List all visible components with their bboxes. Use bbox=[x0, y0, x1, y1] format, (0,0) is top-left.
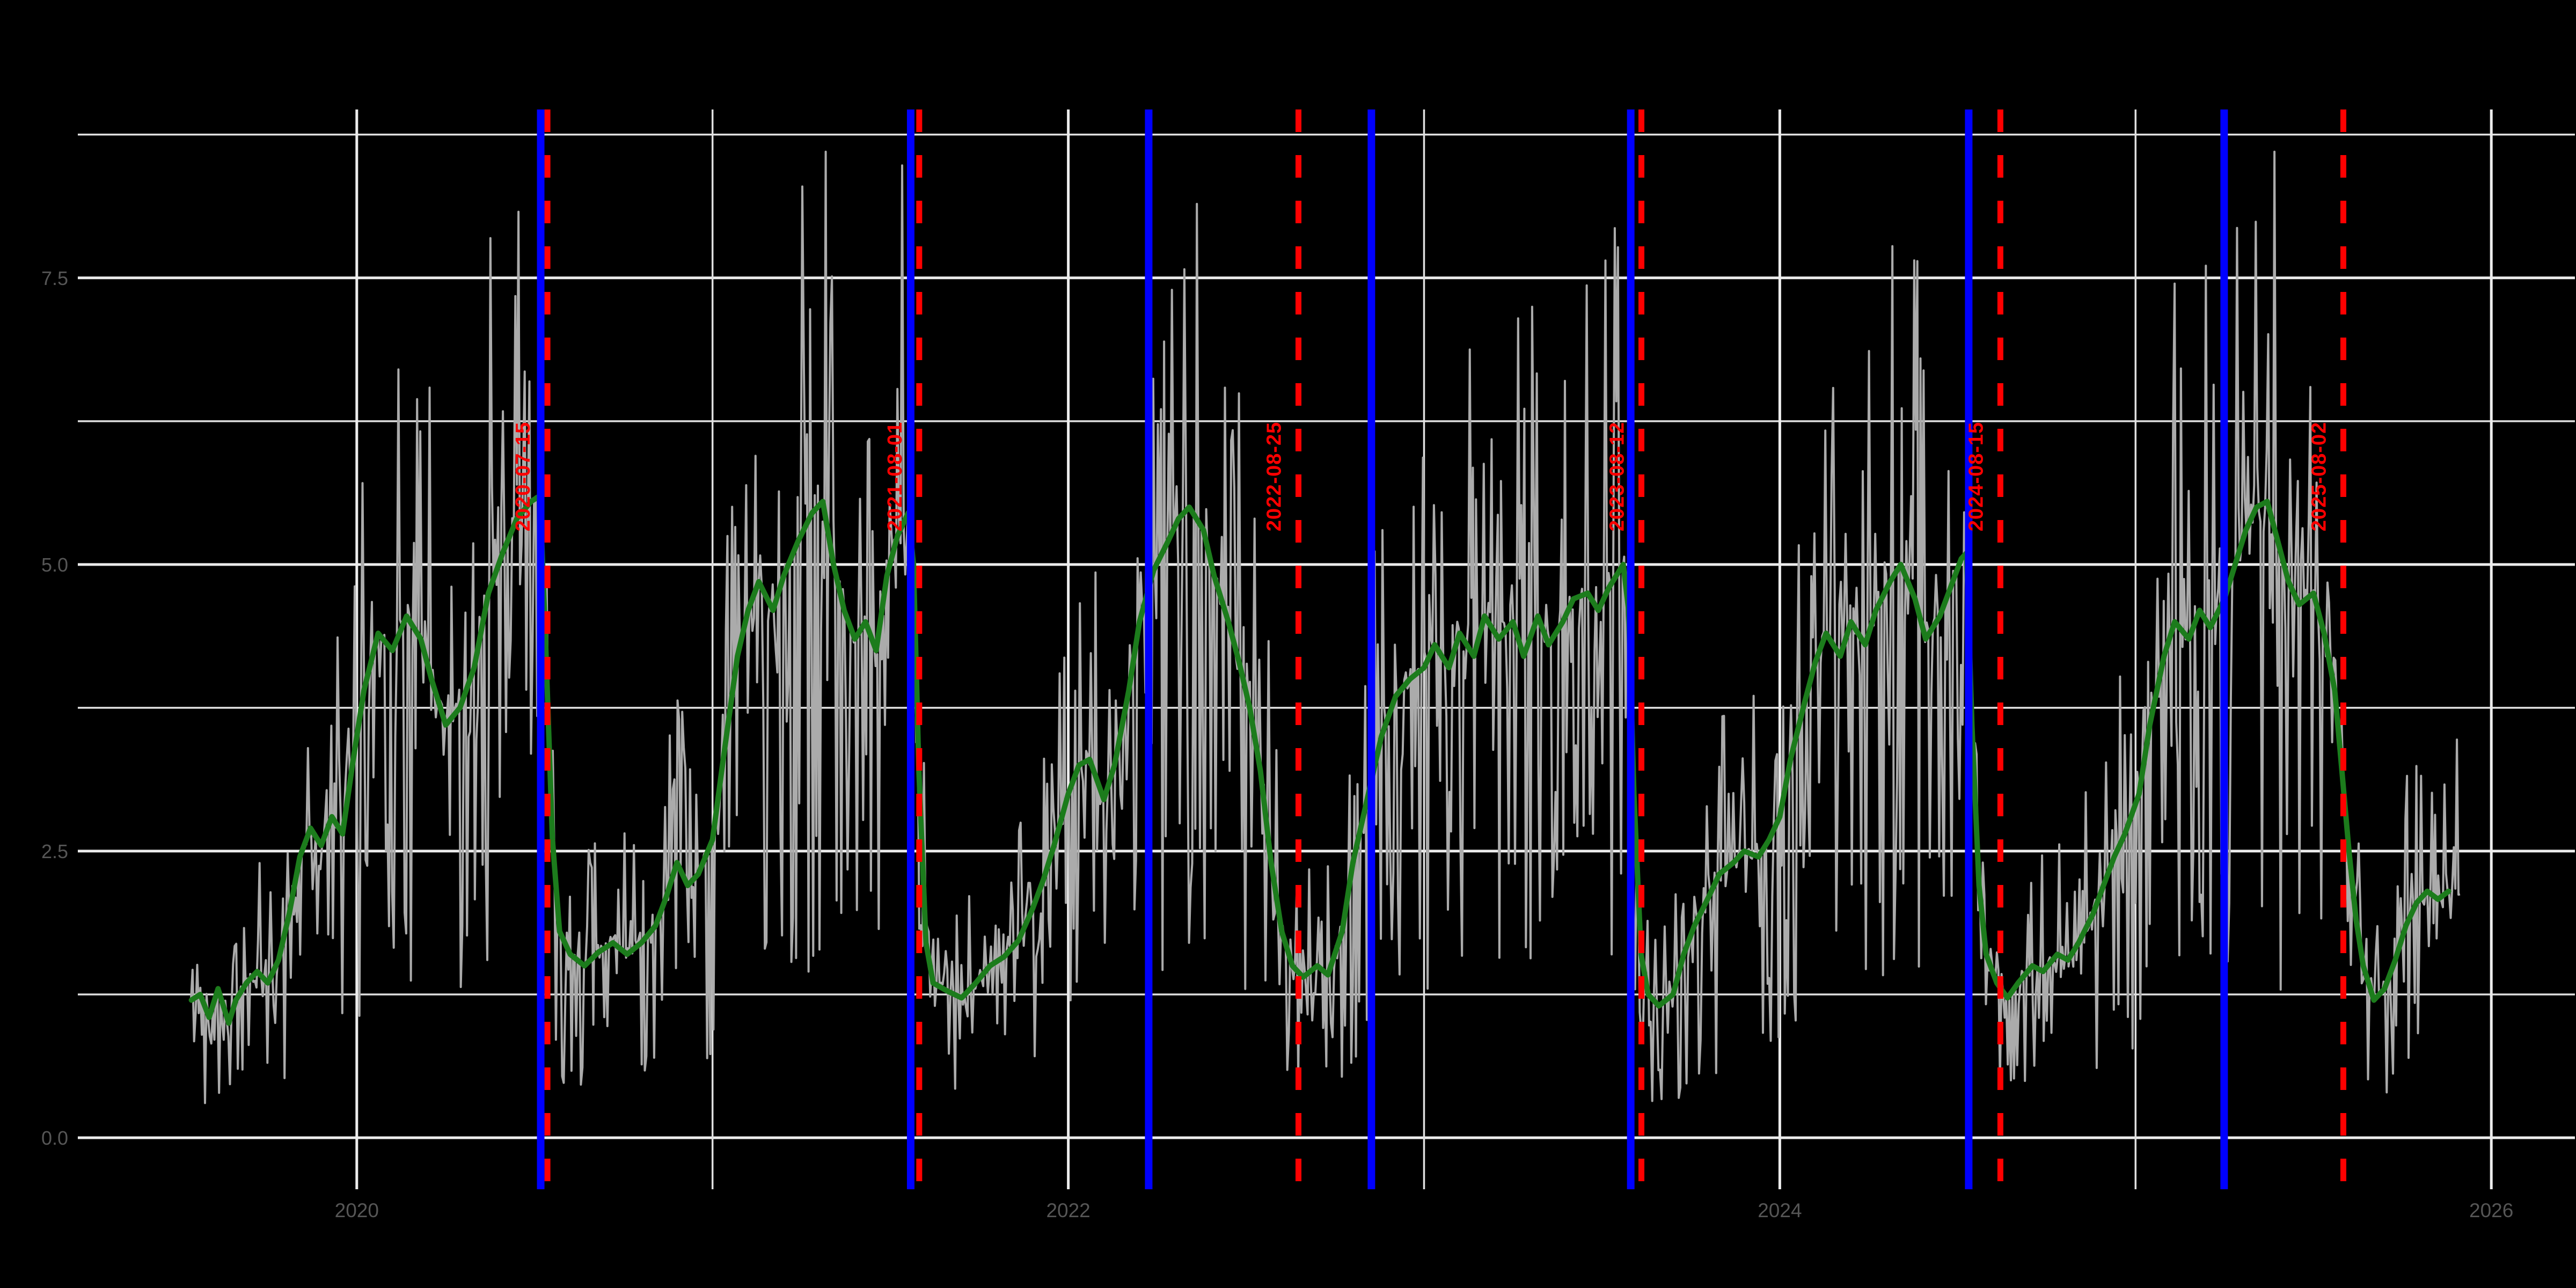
y-axis-tick-label: 0.0 bbox=[41, 1127, 68, 1149]
red-event-date-label: 2020-07-15 bbox=[512, 422, 535, 531]
x-axis-tick-label: 2024 bbox=[1758, 1199, 1802, 1221]
x-axis-tick-label: 2022 bbox=[1046, 1199, 1090, 1221]
x-axis-tick-label: 2026 bbox=[2469, 1199, 2513, 1221]
x-axis-tick-label: 2020 bbox=[335, 1199, 379, 1221]
red-event-date-label: 2021-08-01 bbox=[884, 422, 906, 531]
red-event-date-label: 2025-08-02 bbox=[2308, 422, 2330, 531]
trend-series-line bbox=[188, 493, 2451, 1026]
y-axis-tick-label: 2.5 bbox=[41, 840, 68, 862]
red-event-date-label: 2024-08-15 bbox=[1965, 422, 1987, 531]
red-event-date-label: 2023-08-12 bbox=[1606, 422, 1629, 531]
y-axis-tick-label: 7.5 bbox=[41, 267, 68, 289]
y-axis-tick-label: 5.0 bbox=[41, 554, 68, 576]
red-event-date-label: 2022-08-25 bbox=[1263, 422, 1285, 531]
